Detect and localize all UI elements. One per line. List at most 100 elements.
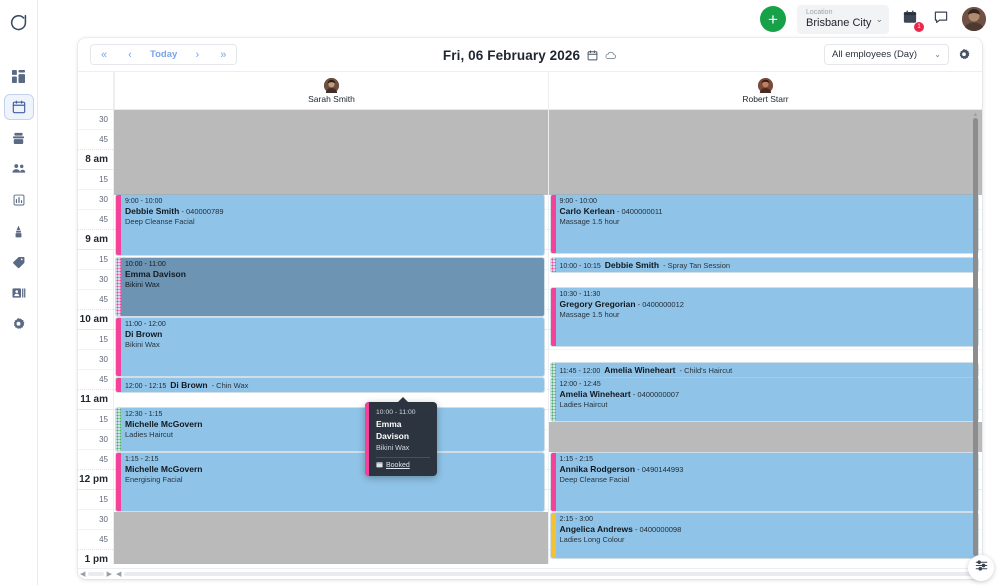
sidebar-item-marketing[interactable] [5,281,33,305]
tooltip-stripe [365,402,369,476]
appointment-service: - Child's Haircut [679,366,733,375]
sidebar-item-point-of-sale[interactable] [5,126,33,150]
nav-today-button[interactable]: Today [143,45,185,64]
cloud-icon[interactable] [605,50,617,61]
calendar-picker-icon[interactable] [587,49,598,61]
time-slot-label: 45 [78,290,113,310]
appointment-block[interactable]: 10:30 - 11:30 Gregory Gregorian - 0400000… [550,288,979,346]
calendar-column-sarah-smith[interactable]: 9:00 - 10:00 Debbie Smith - 040000789 Deep… [114,110,548,564]
appointment-client-name: Debbie Smith [604,260,660,270]
message-icon [934,10,948,29]
time-slot-label: 30 [78,510,113,530]
sidebar-item-calendar[interactable] [3,94,34,120]
nav-prev-button[interactable]: ‹ [117,45,143,64]
location-selector[interactable]: Location Brisbane City ⌄ [797,4,889,34]
appointment-client-name: Debbie Smith - 040000789 [125,206,224,216]
time-slot-label: 45 [78,210,113,230]
calendar-settings-button[interactable] [958,48,970,61]
employee-name: Sarah Smith [308,93,355,104]
tooltip-divider [376,457,430,458]
appointment-service: Ladies Haircut [125,430,173,439]
unavailable-block [548,110,982,195]
messages-button[interactable] [931,9,951,29]
tooltip-status-text: Booked [386,462,410,469]
appointment-block[interactable]: 1:15 - 2:15 Michelle McGovern Energising F… [116,453,544,511]
time-slot-label: 30 [78,350,113,370]
scroll-left-icon[interactable]: ◀ [116,571,122,578]
sidebar-item-dashboard[interactable] [5,64,33,88]
appointment-block[interactable]: 10:00 - 10:15 Debbie Smith - Spray Tan Ses… [550,258,978,272]
appointment-block[interactable]: 9:00 - 10:00 Carlo Kerlean - 0400000011 Ma… [550,195,978,253]
sidebar-item-services[interactable] [5,219,33,243]
add-button[interactable]: + [760,6,786,32]
appointment-block[interactable]: 9:00 - 10:00 Debbie Smith - 040000789 Deep… [116,195,544,255]
appointment-block[interactable]: 12:30 - 1:15 Michelle McGovern Ladies Hair… [116,408,544,451]
nav-next-button[interactable]: › [184,45,211,64]
nav-last-button[interactable]: » [210,45,237,64]
employee-column-header-robert-starr[interactable]: Robert Starr [548,72,982,109]
brand-logo-icon[interactable] [6,10,32,36]
time-slot-label: 45 [78,130,113,150]
employee-column-header-sarah-smith[interactable]: Sarah Smith [114,72,548,109]
grid-horizontal-scrollbar[interactable]: ◀ ▶ [114,568,982,579]
appointment-block[interactable]: 10:00 - 11:00 Emma Davison Bikini Wax [116,258,544,316]
time-slot-label: 30 [78,430,113,450]
sidebar-item-settings[interactable] [5,312,33,336]
time-slot-label: 15 [78,410,113,430]
appointment-service: Ladies Long Colour [559,535,625,544]
time-slot-label: 9 am [78,230,113,250]
employee-header-row: Sarah Smith Robert Starr [78,72,982,110]
appointment-time: 1:15 - 2:15 [559,456,593,463]
scroll-left-icon[interactable]: ◀ [80,571,86,578]
appointment-service: Bikini Wax [125,280,160,289]
time-slot-label: 45 [78,530,113,550]
appointment-block[interactable]: 1:15 - 2:15 Annika Rodgerson - 0490144993… [550,453,979,511]
grid-line[interactable] [114,390,548,410]
scroll-track[interactable] [124,572,972,576]
time-slot-label: 12 pm [78,470,113,490]
appointment-block[interactable]: 11:45 - 12:00 Amelia Wineheart - Child's H… [550,363,978,377]
gutter-horizontal-scrollbar[interactable]: ◀ ▶ [78,568,114,579]
sidebar-item-clients[interactable] [5,157,33,181]
appointment-client-name: Carlo Kerlean - 0400000011 [559,206,663,216]
sidebar-item-reports[interactable] [5,188,33,212]
grid-line[interactable] [548,330,982,350]
appointment-client-name: Gregory Gregorian - 0400000012 [559,299,684,309]
filter-sliders-button[interactable] [968,555,994,581]
appointment-status-stripe [550,195,556,253]
calendar-check-icon [376,461,383,470]
vertical-scrollbar[interactable]: ▲ ▼ [971,112,980,562]
calendar-alerts-button[interactable]: 1 [900,9,924,32]
time-slot-label: 45 [78,370,113,390]
location-label: Location [806,8,833,16]
appointment-time: 10:00 - 11:00 [125,261,166,268]
appointment-block[interactable]: 11:00 - 12:00 Di Brown Bikini Wax [116,318,544,376]
appointment-block[interactable]: 12:00 - 12:15 Di Brown - Chin Wax [116,378,544,392]
nav-first-button[interactable]: « [91,45,117,64]
appointment-service: Deep Cleanse Facial [125,217,195,226]
employee-avatar [324,77,339,93]
employee-filter-select[interactable]: All employees (Day) ⌄ [824,44,949,65]
appointment-body: 10:30 - 11:30 Gregory Gregorian - 0400000… [551,288,979,322]
appointment-block[interactable]: 12:00 - 12:45 Amelia Wineheart - 04000000… [550,378,978,421]
user-avatar[interactable] [962,7,986,31]
time-slot-label: 15 [78,170,113,190]
employee-avatar [758,77,773,93]
appointment-body: 2:15 - 3:00 Angelica Andrews - 0400000098… [551,513,979,547]
employee-name: Robert Starr [742,93,789,104]
appointment-service: Ladies Haircut [559,400,608,409]
appointment-client-name: Di Brown [125,329,163,339]
appointment-time: 9:00 - 10:00 [125,198,163,205]
scroll-thumb[interactable] [973,118,978,556]
grid-line[interactable] [548,270,982,290]
appointment-body: 12:00 - 12:15 Di Brown - Chin Wax [116,378,544,392]
scroll-right-icon[interactable]: ▶ [106,571,112,578]
scroll-track[interactable] [88,572,104,576]
sidebar-item-products[interactable] [5,250,33,274]
calendar-column-robert-starr[interactable]: 9:00 - 10:00 Carlo Kerlean - 0400000011 Ma… [547,110,982,564]
time-gutter: 30 45 8 am 15 30 45 9 am 15 30 45 10 am 15 30 45 11 am… [78,110,114,564]
scroll-up-icon[interactable]: ▲ [972,112,979,118]
appointment-body: 1:15 - 2:15 Annika Rodgerson - 0490144993… [551,453,979,487]
appointment-block[interactable]: 2:15 - 3:00 Angelica Andrews - 0400000098… [550,513,979,558]
